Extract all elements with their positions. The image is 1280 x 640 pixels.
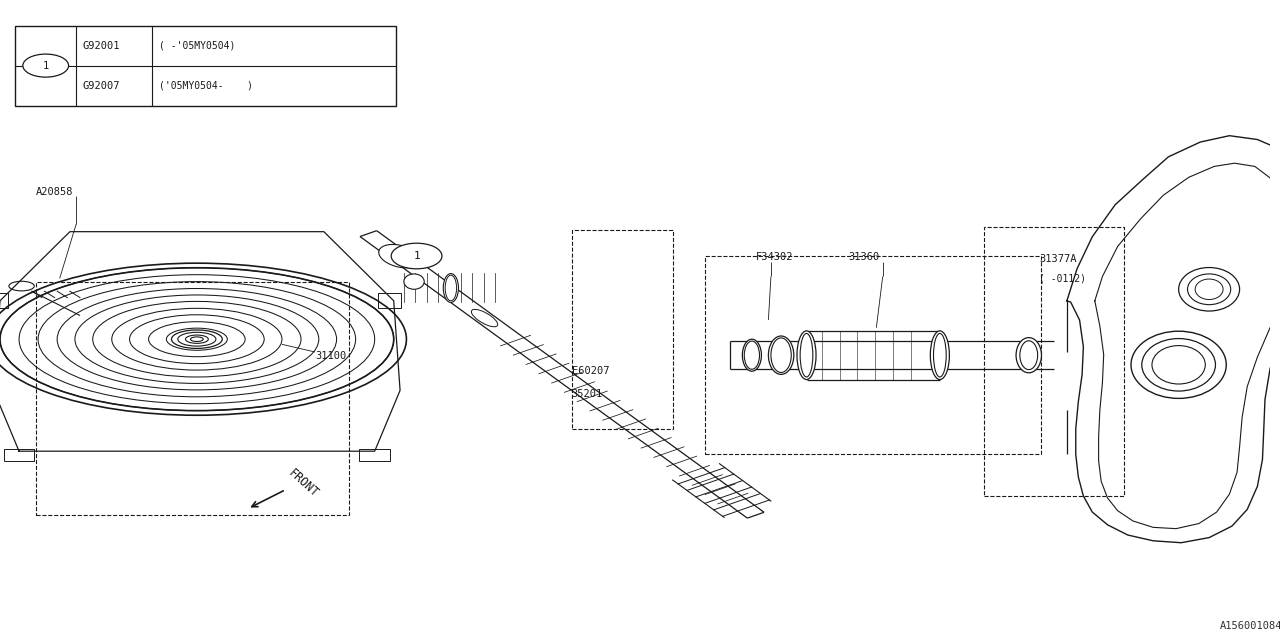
Ellipse shape xyxy=(379,244,420,268)
Text: 31100: 31100 xyxy=(315,351,346,362)
Ellipse shape xyxy=(471,309,498,327)
Ellipse shape xyxy=(186,335,209,343)
Ellipse shape xyxy=(404,274,424,289)
Text: ( -'05MY0504): ( -'05MY0504) xyxy=(159,40,236,51)
Ellipse shape xyxy=(797,331,817,380)
Text: G92001: G92001 xyxy=(82,40,120,51)
Text: F34302: F34302 xyxy=(755,252,794,262)
Ellipse shape xyxy=(768,336,794,374)
Text: 31377A: 31377A xyxy=(1039,254,1076,264)
Circle shape xyxy=(23,54,69,77)
Text: 35201: 35201 xyxy=(572,388,603,399)
Text: A156001084: A156001084 xyxy=(1220,621,1280,631)
Text: 1: 1 xyxy=(42,61,49,70)
Ellipse shape xyxy=(742,339,762,371)
Bar xyxy=(379,293,402,308)
Ellipse shape xyxy=(1016,338,1042,372)
Bar xyxy=(4,449,35,461)
Bar xyxy=(0,293,8,308)
Ellipse shape xyxy=(172,330,223,348)
Bar xyxy=(572,230,673,429)
Bar xyxy=(705,256,1042,454)
Text: A20858: A20858 xyxy=(36,187,73,197)
Ellipse shape xyxy=(1188,274,1230,305)
Ellipse shape xyxy=(931,331,950,380)
Bar xyxy=(36,282,349,515)
Ellipse shape xyxy=(1132,332,1226,398)
Text: ('05MY0504-    ): ('05MY0504- ) xyxy=(159,81,252,91)
Text: FRONT: FRONT xyxy=(285,467,321,500)
Text: 31360: 31360 xyxy=(849,252,879,262)
Ellipse shape xyxy=(443,274,458,303)
Bar xyxy=(984,227,1124,496)
Ellipse shape xyxy=(1179,268,1239,311)
Bar xyxy=(15,26,397,106)
Text: ( -0112): ( -0112) xyxy=(1039,273,1085,284)
Circle shape xyxy=(392,243,442,269)
Ellipse shape xyxy=(1142,339,1216,391)
Bar xyxy=(360,449,390,461)
Text: G92007: G92007 xyxy=(82,81,120,91)
Text: 1: 1 xyxy=(413,251,420,261)
Text: E60207: E60207 xyxy=(572,366,609,376)
